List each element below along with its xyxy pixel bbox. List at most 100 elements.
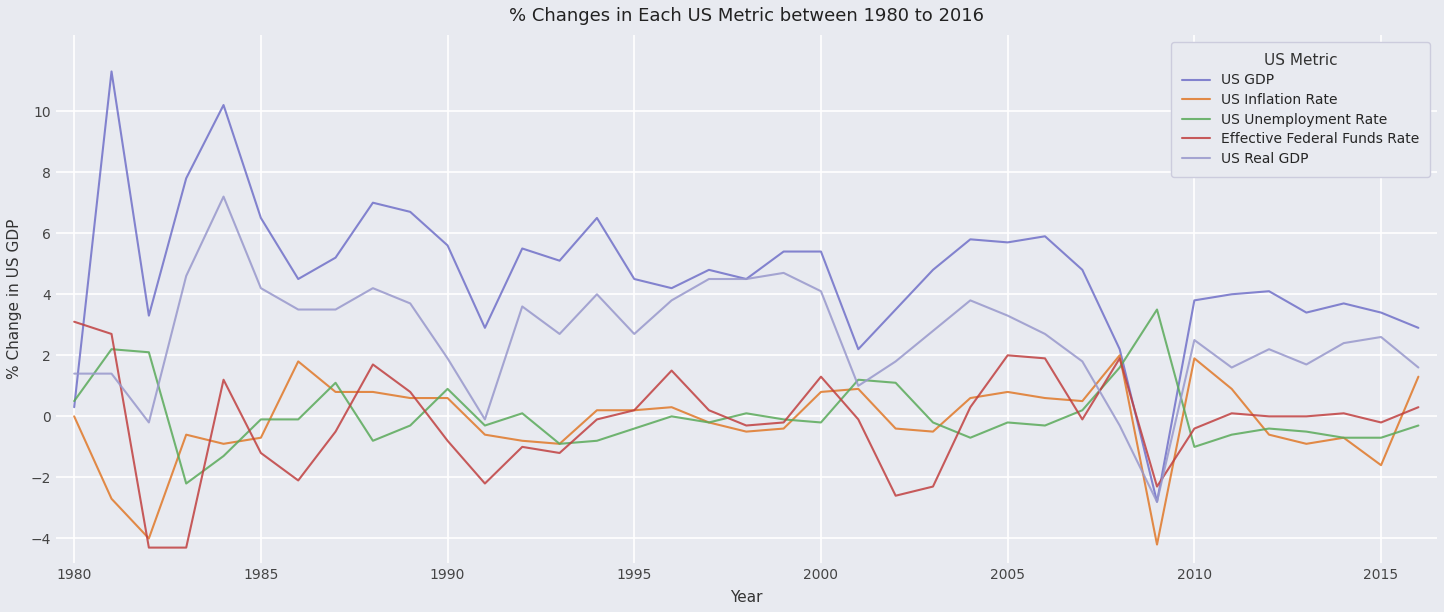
US Inflation Rate: [477, 431, 494, 438]
US GDP: [103, 68, 120, 75]
US Real GDP: [1110, 422, 1128, 429]
US Inflation Rate: [552, 440, 569, 447]
US Inflation Rate: [1298, 440, 1315, 447]
US Real GDP: [401, 300, 419, 307]
Effective Federal Funds Rate: [924, 483, 941, 490]
Legend: US GDP, US Inflation Rate, US Unemployment Rate, Effective Federal Funds Rate, U: US GDP, US Inflation Rate, US Unemployme…: [1171, 42, 1430, 177]
Effective Federal Funds Rate: [401, 388, 419, 395]
US Unemployment Rate: [326, 379, 344, 386]
US Unemployment Rate: [1148, 306, 1165, 313]
US Inflation Rate: [625, 406, 643, 414]
US GDP: [1223, 291, 1240, 298]
Effective Federal Funds Rate: [738, 422, 755, 429]
US GDP: [1037, 233, 1054, 240]
US Real GDP: [999, 312, 1017, 319]
US Real GDP: [849, 382, 866, 389]
US Unemployment Rate: [514, 409, 531, 417]
US Inflation Rate: [887, 425, 904, 432]
Effective Federal Funds Rate: [1074, 416, 1092, 423]
US Inflation Rate: [700, 419, 718, 426]
US Unemployment Rate: [477, 422, 494, 429]
Effective Federal Funds Rate: [140, 544, 157, 551]
US GDP: [140, 312, 157, 319]
US Real GDP: [552, 330, 569, 338]
US GDP: [625, 275, 643, 283]
US Unemployment Rate: [999, 419, 1017, 426]
US Unemployment Rate: [1074, 406, 1092, 414]
US Unemployment Rate: [253, 416, 270, 423]
US Inflation Rate: [663, 403, 680, 411]
Effective Federal Funds Rate: [1148, 483, 1165, 490]
Effective Federal Funds Rate: [65, 318, 82, 326]
US Unemployment Rate: [663, 412, 680, 420]
US GDP: [738, 275, 755, 283]
US Unemployment Rate: [700, 419, 718, 426]
US Unemployment Rate: [552, 440, 569, 447]
US Real GDP: [738, 275, 755, 283]
Effective Federal Funds Rate: [477, 480, 494, 487]
US GDP: [1261, 288, 1278, 295]
Effective Federal Funds Rate: [514, 443, 531, 450]
US Real GDP: [326, 306, 344, 313]
US Real GDP: [1336, 340, 1353, 347]
Effective Federal Funds Rate: [700, 406, 718, 414]
US Inflation Rate: [1409, 373, 1427, 380]
US GDP: [999, 239, 1017, 246]
US GDP: [962, 236, 979, 243]
US GDP: [215, 102, 232, 109]
US GDP: [514, 245, 531, 252]
US Real GDP: [65, 370, 82, 377]
US Real GDP: [178, 272, 195, 280]
US Real GDP: [700, 275, 718, 283]
US Inflation Rate: [1148, 541, 1165, 548]
US Real GDP: [439, 355, 456, 362]
Effective Federal Funds Rate: [887, 492, 904, 499]
US Real GDP: [887, 358, 904, 365]
US GDP: [663, 285, 680, 292]
US Unemployment Rate: [1110, 364, 1128, 371]
Title: % Changes in Each US Metric between 1980 to 2016: % Changes in Each US Metric between 1980…: [508, 7, 983, 25]
US Unemployment Rate: [1298, 428, 1315, 435]
Effective Federal Funds Rate: [1298, 412, 1315, 420]
US Inflation Rate: [1037, 394, 1054, 401]
US Real GDP: [962, 297, 979, 304]
US GDP: [364, 199, 381, 206]
US GDP: [887, 306, 904, 313]
US GDP: [813, 248, 830, 255]
US Unemployment Rate: [1223, 431, 1240, 438]
US Unemployment Rate: [65, 397, 82, 405]
US GDP: [1110, 346, 1128, 353]
US Unemployment Rate: [1261, 425, 1278, 432]
US Real GDP: [775, 269, 793, 277]
US Real GDP: [103, 370, 120, 377]
US GDP: [1148, 498, 1165, 506]
US Real GDP: [1261, 346, 1278, 353]
US Real GDP: [477, 416, 494, 423]
Line: US Unemployment Rate: US Unemployment Rate: [74, 310, 1418, 483]
US Unemployment Rate: [364, 437, 381, 444]
US Inflation Rate: [215, 440, 232, 447]
Line: US Real GDP: US Real GDP: [74, 196, 1418, 502]
US GDP: [1298, 309, 1315, 316]
US Real GDP: [1148, 498, 1165, 506]
US Unemployment Rate: [962, 434, 979, 441]
US Inflation Rate: [813, 388, 830, 395]
US Unemployment Rate: [738, 409, 755, 417]
US Real GDP: [813, 288, 830, 295]
US GDP: [1372, 309, 1389, 316]
US Unemployment Rate: [813, 419, 830, 426]
US GDP: [401, 208, 419, 215]
US Unemployment Rate: [1037, 422, 1054, 429]
Effective Federal Funds Rate: [439, 437, 456, 444]
US Inflation Rate: [514, 437, 531, 444]
Effective Federal Funds Rate: [1110, 355, 1128, 362]
US Inflation Rate: [962, 394, 979, 401]
US Real GDP: [1372, 334, 1389, 341]
Effective Federal Funds Rate: [1409, 403, 1427, 411]
US Unemployment Rate: [1372, 434, 1389, 441]
Line: Effective Federal Funds Rate: Effective Federal Funds Rate: [74, 322, 1418, 548]
US Real GDP: [1223, 364, 1240, 371]
US Real GDP: [140, 419, 157, 426]
US GDP: [588, 214, 605, 222]
Effective Federal Funds Rate: [775, 419, 793, 426]
